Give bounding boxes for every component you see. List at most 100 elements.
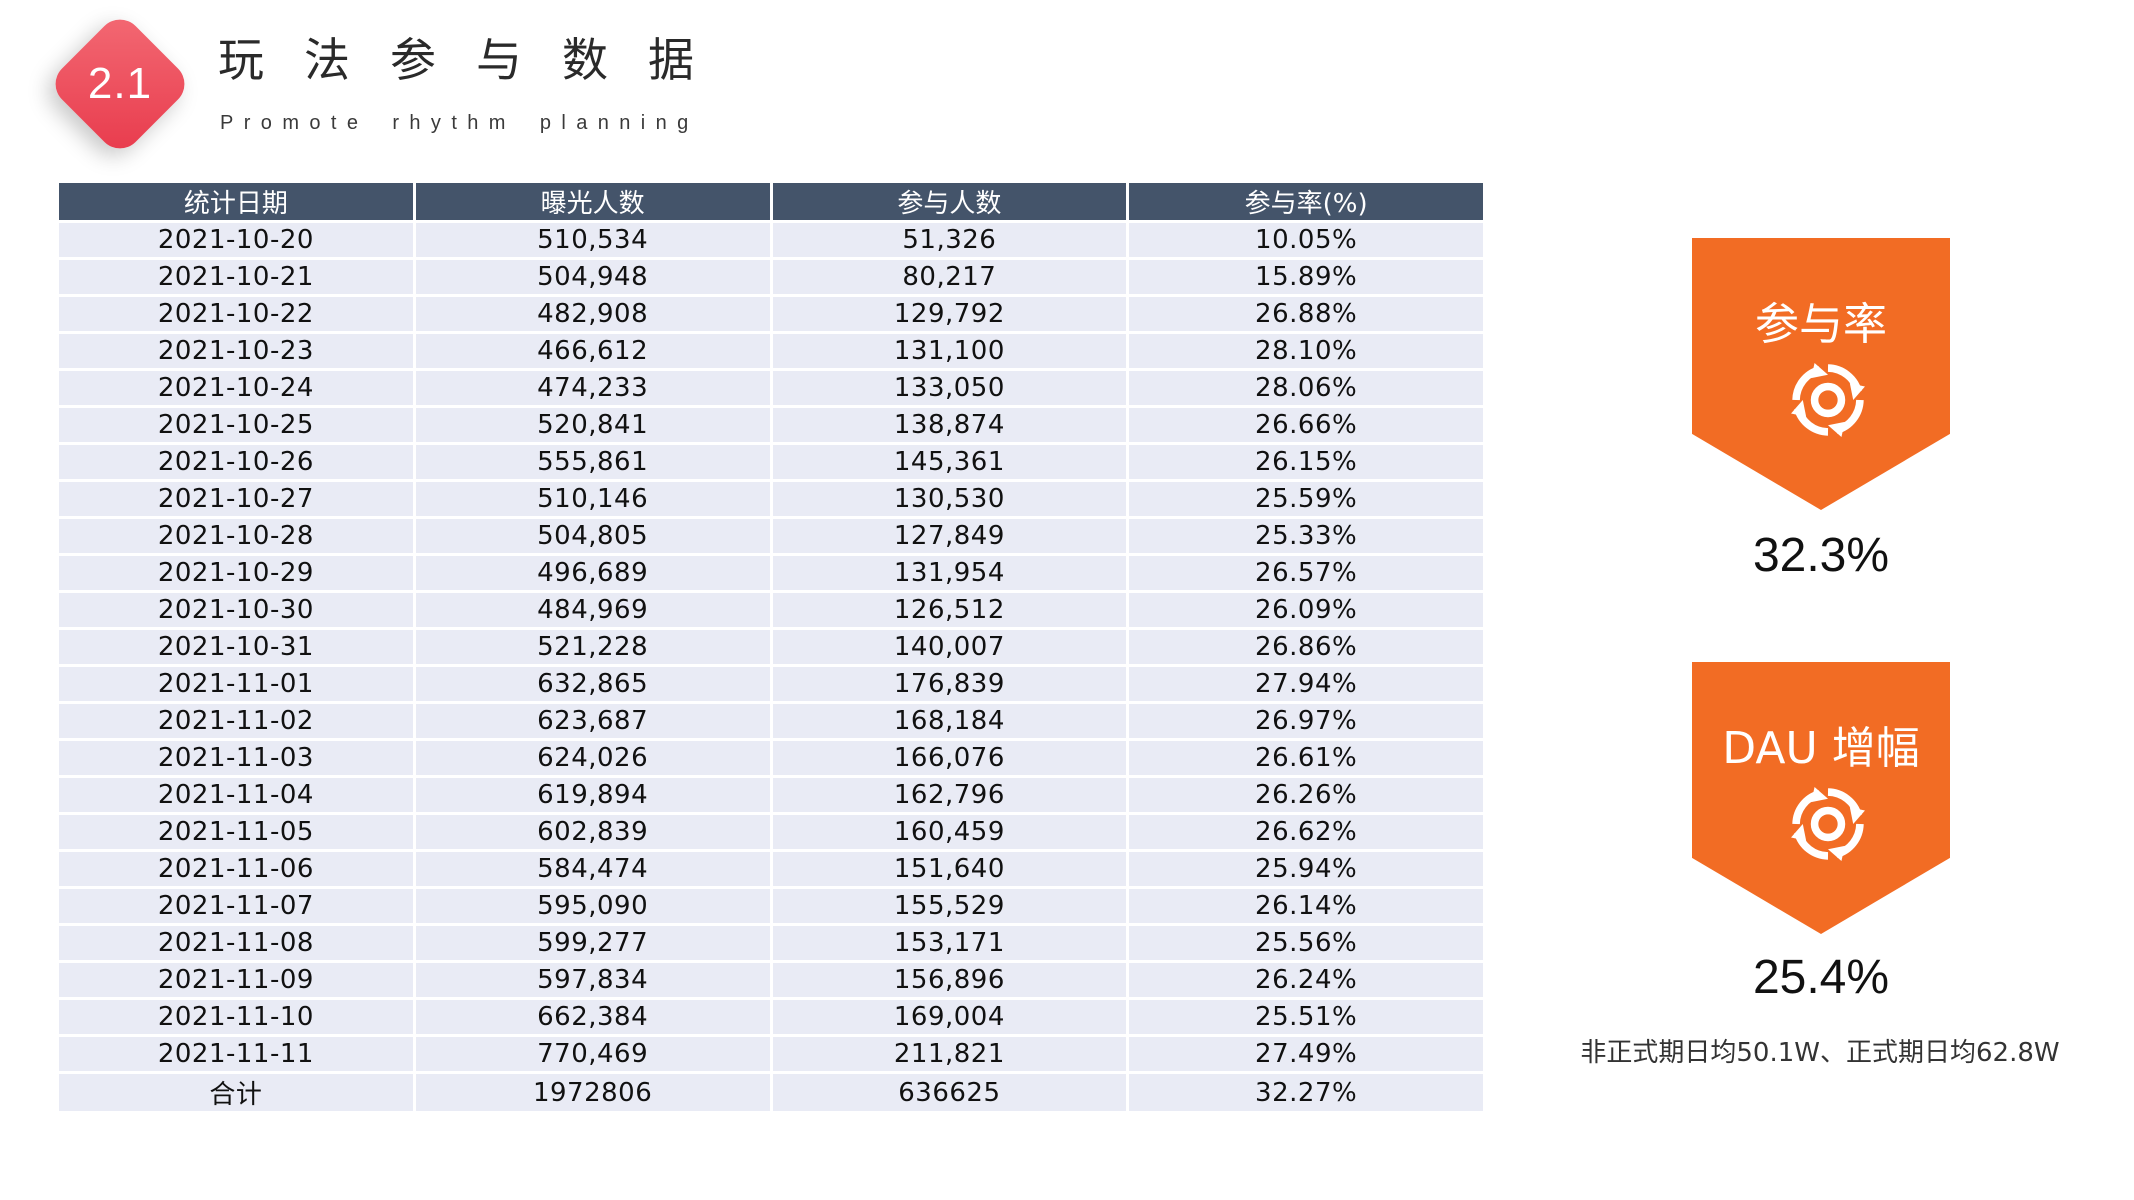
cell-rate: 28.06% — [1129, 371, 1483, 405]
table-row: 2021-10-27 510,146 130,530 25.59% — [59, 482, 1483, 516]
cell-exposure: 484,969 — [415, 593, 770, 627]
cell-exposure: 619,894 — [415, 778, 770, 812]
cell-participants: 145,361 — [772, 445, 1127, 479]
cell-date: 2021-10-24 — [59, 371, 413, 405]
cell-date: 2021-11-05 — [59, 815, 413, 849]
cell-participants: 160,459 — [772, 815, 1127, 849]
cell-exposure: 521,228 — [415, 630, 770, 664]
table-row: 2021-11-03 624,026 166,076 26.61% — [59, 741, 1483, 775]
table-header-row: 统计日期 曝光人数 参与人数 参与率(%) — [59, 183, 1483, 220]
cell-rate: 25.51% — [1129, 1000, 1483, 1034]
cell-participants: 51,326 — [772, 223, 1127, 257]
cell-date: 合计 — [59, 1074, 413, 1111]
kpi-shield: 参与率 — [1692, 238, 1950, 510]
kpi-label: 参与率 — [1755, 299, 1887, 350]
kpi-card-participation: 参与率 — [1692, 238, 1950, 510]
cell-exposure: 504,805 — [415, 519, 770, 553]
table-row: 2021-11-02 623,687 168,184 26.97% — [59, 704, 1483, 738]
cell-participants: 127,849 — [772, 519, 1127, 553]
cell-participants: 140,007 — [772, 630, 1127, 664]
cell-participants: 153,171 — [772, 926, 1127, 960]
cell-rate: 26.66% — [1129, 408, 1483, 442]
cell-rate: 26.61% — [1129, 741, 1483, 775]
cell-date: 2021-10-29 — [59, 556, 413, 590]
cell-exposure: 770,469 — [415, 1037, 770, 1071]
kpi-value-dau-growth: 25.4% — [1752, 951, 1890, 1004]
column-header-exposure: 曝光人数 — [415, 183, 770, 220]
cell-rate: 26.09% — [1129, 593, 1483, 627]
table-row: 2021-10-29 496,689 131,954 26.57% — [59, 556, 1483, 590]
cell-exposure: 474,233 — [415, 371, 770, 405]
table-row: 2021-11-05 602,839 160,459 26.62% — [59, 815, 1483, 849]
cell-date: 2021-11-06 — [59, 852, 413, 886]
cell-exposure: 555,861 — [415, 445, 770, 479]
cell-date: 2021-11-02 — [59, 704, 413, 738]
cell-date: 2021-11-07 — [59, 889, 413, 923]
cell-date: 2021-11-10 — [59, 1000, 413, 1034]
cell-date: 2021-11-03 — [59, 741, 413, 775]
participation-table: 统计日期 曝光人数 参与人数 参与率(%) 2021-10-20 510,534 5… — [56, 180, 1486, 1114]
cell-exposure: 1972806 — [415, 1074, 770, 1111]
cell-participants: 636625 — [772, 1074, 1127, 1111]
cell-participants: 138,874 — [772, 408, 1127, 442]
cell-participants: 80,217 — [772, 260, 1127, 294]
cell-participants: 130,530 — [772, 482, 1127, 516]
cell-rate: 25.33% — [1129, 519, 1483, 553]
kpi-shield: DAU 增幅 — [1692, 662, 1950, 934]
cell-participants: 131,954 — [772, 556, 1127, 590]
table-row: 2021-10-20 510,534 51,326 10.05% — [59, 223, 1483, 257]
cell-rate: 28.10% — [1129, 334, 1483, 368]
cell-participants: 155,529 — [772, 889, 1127, 923]
table-row: 2021-10-31 521,228 140,007 26.86% — [59, 630, 1483, 664]
cell-exposure: 520,841 — [415, 408, 770, 442]
page-title: 玩法参与数据 — [218, 33, 734, 87]
cell-participants: 156,896 — [772, 963, 1127, 997]
cell-rate: 27.94% — [1129, 667, 1483, 701]
cell-date: 2021-10-28 — [59, 519, 413, 553]
table-row: 2021-10-25 520,841 138,874 26.66% — [59, 408, 1483, 442]
cell-rate: 25.59% — [1129, 482, 1483, 516]
table-row: 2021-11-06 584,474 151,640 25.94% — [59, 852, 1483, 886]
refresh-cycle-icon — [1791, 363, 1865, 437]
table-row: 2021-11-04 619,894 162,796 26.26% — [59, 778, 1483, 812]
column-header-participants: 参与人数 — [772, 183, 1127, 220]
cell-participants: 151,640 — [772, 852, 1127, 886]
cell-exposure: 466,612 — [415, 334, 770, 368]
cell-rate: 26.97% — [1129, 704, 1483, 738]
cell-exposure: 624,026 — [415, 741, 770, 775]
cell-rate: 26.57% — [1129, 556, 1483, 590]
cell-participants: 169,004 — [772, 1000, 1127, 1034]
cell-rate: 26.88% — [1129, 297, 1483, 331]
table-body: 2021-10-20 510,534 51,326 10.05% 2021-10-21 5… — [59, 223, 1483, 1111]
cell-participants: 126,512 — [772, 593, 1127, 627]
cell-exposure: 602,839 — [415, 815, 770, 849]
table-row: 2021-10-24 474,233 133,050 28.06% — [59, 371, 1483, 405]
cell-date: 2021-10-31 — [59, 630, 413, 664]
table-row: 2021-11-08 599,277 153,171 25.56% — [59, 926, 1483, 960]
cell-date: 2021-11-09 — [59, 963, 413, 997]
cell-exposure: 632,865 — [415, 667, 770, 701]
cell-exposure: 510,534 — [415, 223, 770, 257]
column-header-date: 统计日期 — [59, 183, 413, 220]
cell-date: 2021-10-23 — [59, 334, 413, 368]
cell-exposure: 623,687 — [415, 704, 770, 738]
cell-rate: 26.14% — [1129, 889, 1483, 923]
cell-participants: 162,796 — [772, 778, 1127, 812]
cell-participants: 133,050 — [772, 371, 1127, 405]
table-total-row: 合计 1972806 636625 32.27% — [59, 1074, 1483, 1111]
cell-participants: 168,184 — [772, 704, 1127, 738]
cell-date: 2021-11-11 — [59, 1037, 413, 1071]
table-row: 2021-10-23 466,612 131,100 28.10% — [59, 334, 1483, 368]
cell-participants: 131,100 — [772, 334, 1127, 368]
cell-rate: 26.15% — [1129, 445, 1483, 479]
cell-date: 2021-10-25 — [59, 408, 413, 442]
table-row: 2021-11-07 595,090 155,529 26.14% — [59, 889, 1483, 923]
cell-date: 2021-11-01 — [59, 667, 413, 701]
cell-rate: 26.62% — [1129, 815, 1483, 849]
cell-rate: 26.26% — [1129, 778, 1483, 812]
cell-participants: 176,839 — [772, 667, 1127, 701]
cell-date: 2021-10-21 — [59, 260, 413, 294]
cell-exposure: 662,384 — [415, 1000, 770, 1034]
cell-exposure: 584,474 — [415, 852, 770, 886]
cell-date: 2021-11-04 — [59, 778, 413, 812]
